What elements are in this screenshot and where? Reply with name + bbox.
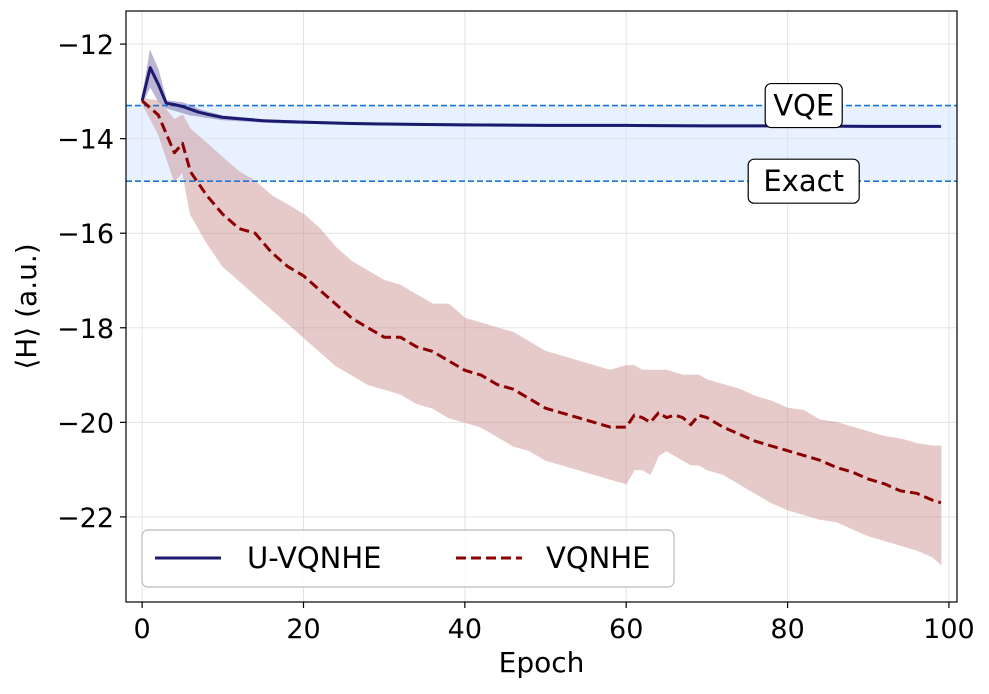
- y-tick-label: −22: [57, 503, 114, 534]
- series-line-u-vqnhe: [140, 66, 941, 128]
- x-axis-label: Epoch: [499, 646, 585, 679]
- annotation-box: [747, 158, 860, 204]
- annotation-label: Exact: [763, 164, 844, 198]
- y-axis-label: ⟨H⟩ (a.u.): [10, 243, 43, 369]
- y-tick-label: −14: [57, 125, 114, 156]
- x-tick-label: 100: [923, 614, 975, 645]
- x-tick-label: 60: [609, 614, 643, 645]
- legend: U-VQNHE VQNHE: [141, 529, 675, 588]
- reference-lines: [126, 104, 957, 183]
- reference-annotations: VQE Exact: [747, 82, 860, 204]
- plot-frame: [125, 10, 958, 603]
- legend-label: U-VQNHE: [247, 541, 381, 575]
- annotation-exact: Exact: [747, 158, 860, 204]
- band-vqnhe: [141, 97, 942, 566]
- x-tick-label: 40: [448, 614, 482, 645]
- annotation-box: [764, 82, 843, 129]
- series-line-vqnhe: [141, 99, 942, 505]
- annotation-vqe: VQE: [764, 82, 843, 129]
- series-lines: [140, 66, 942, 505]
- x-tick-label: 80: [770, 614, 804, 645]
- legend-box: [141, 529, 675, 588]
- x-tick-label: 20: [286, 614, 320, 645]
- y-tick-label: −12: [57, 30, 114, 61]
- y-tick-label: −16: [57, 219, 114, 250]
- legend-item-u-vqnhe: U-VQNHE: [155, 541, 381, 575]
- y-tick-label: −20: [57, 408, 114, 439]
- legend-item-vqnhe: VQNHE: [456, 541, 651, 575]
- y-tick-label: −18: [57, 314, 114, 345]
- annotation-label: VQE: [773, 89, 834, 123]
- legend-label: VQNHE: [546, 541, 651, 575]
- axis-ticks: 0 20 40 60 80 100 −12 −14 −16 −18 −20 −22: [57, 30, 975, 645]
- x-tick-label: 0: [134, 614, 151, 645]
